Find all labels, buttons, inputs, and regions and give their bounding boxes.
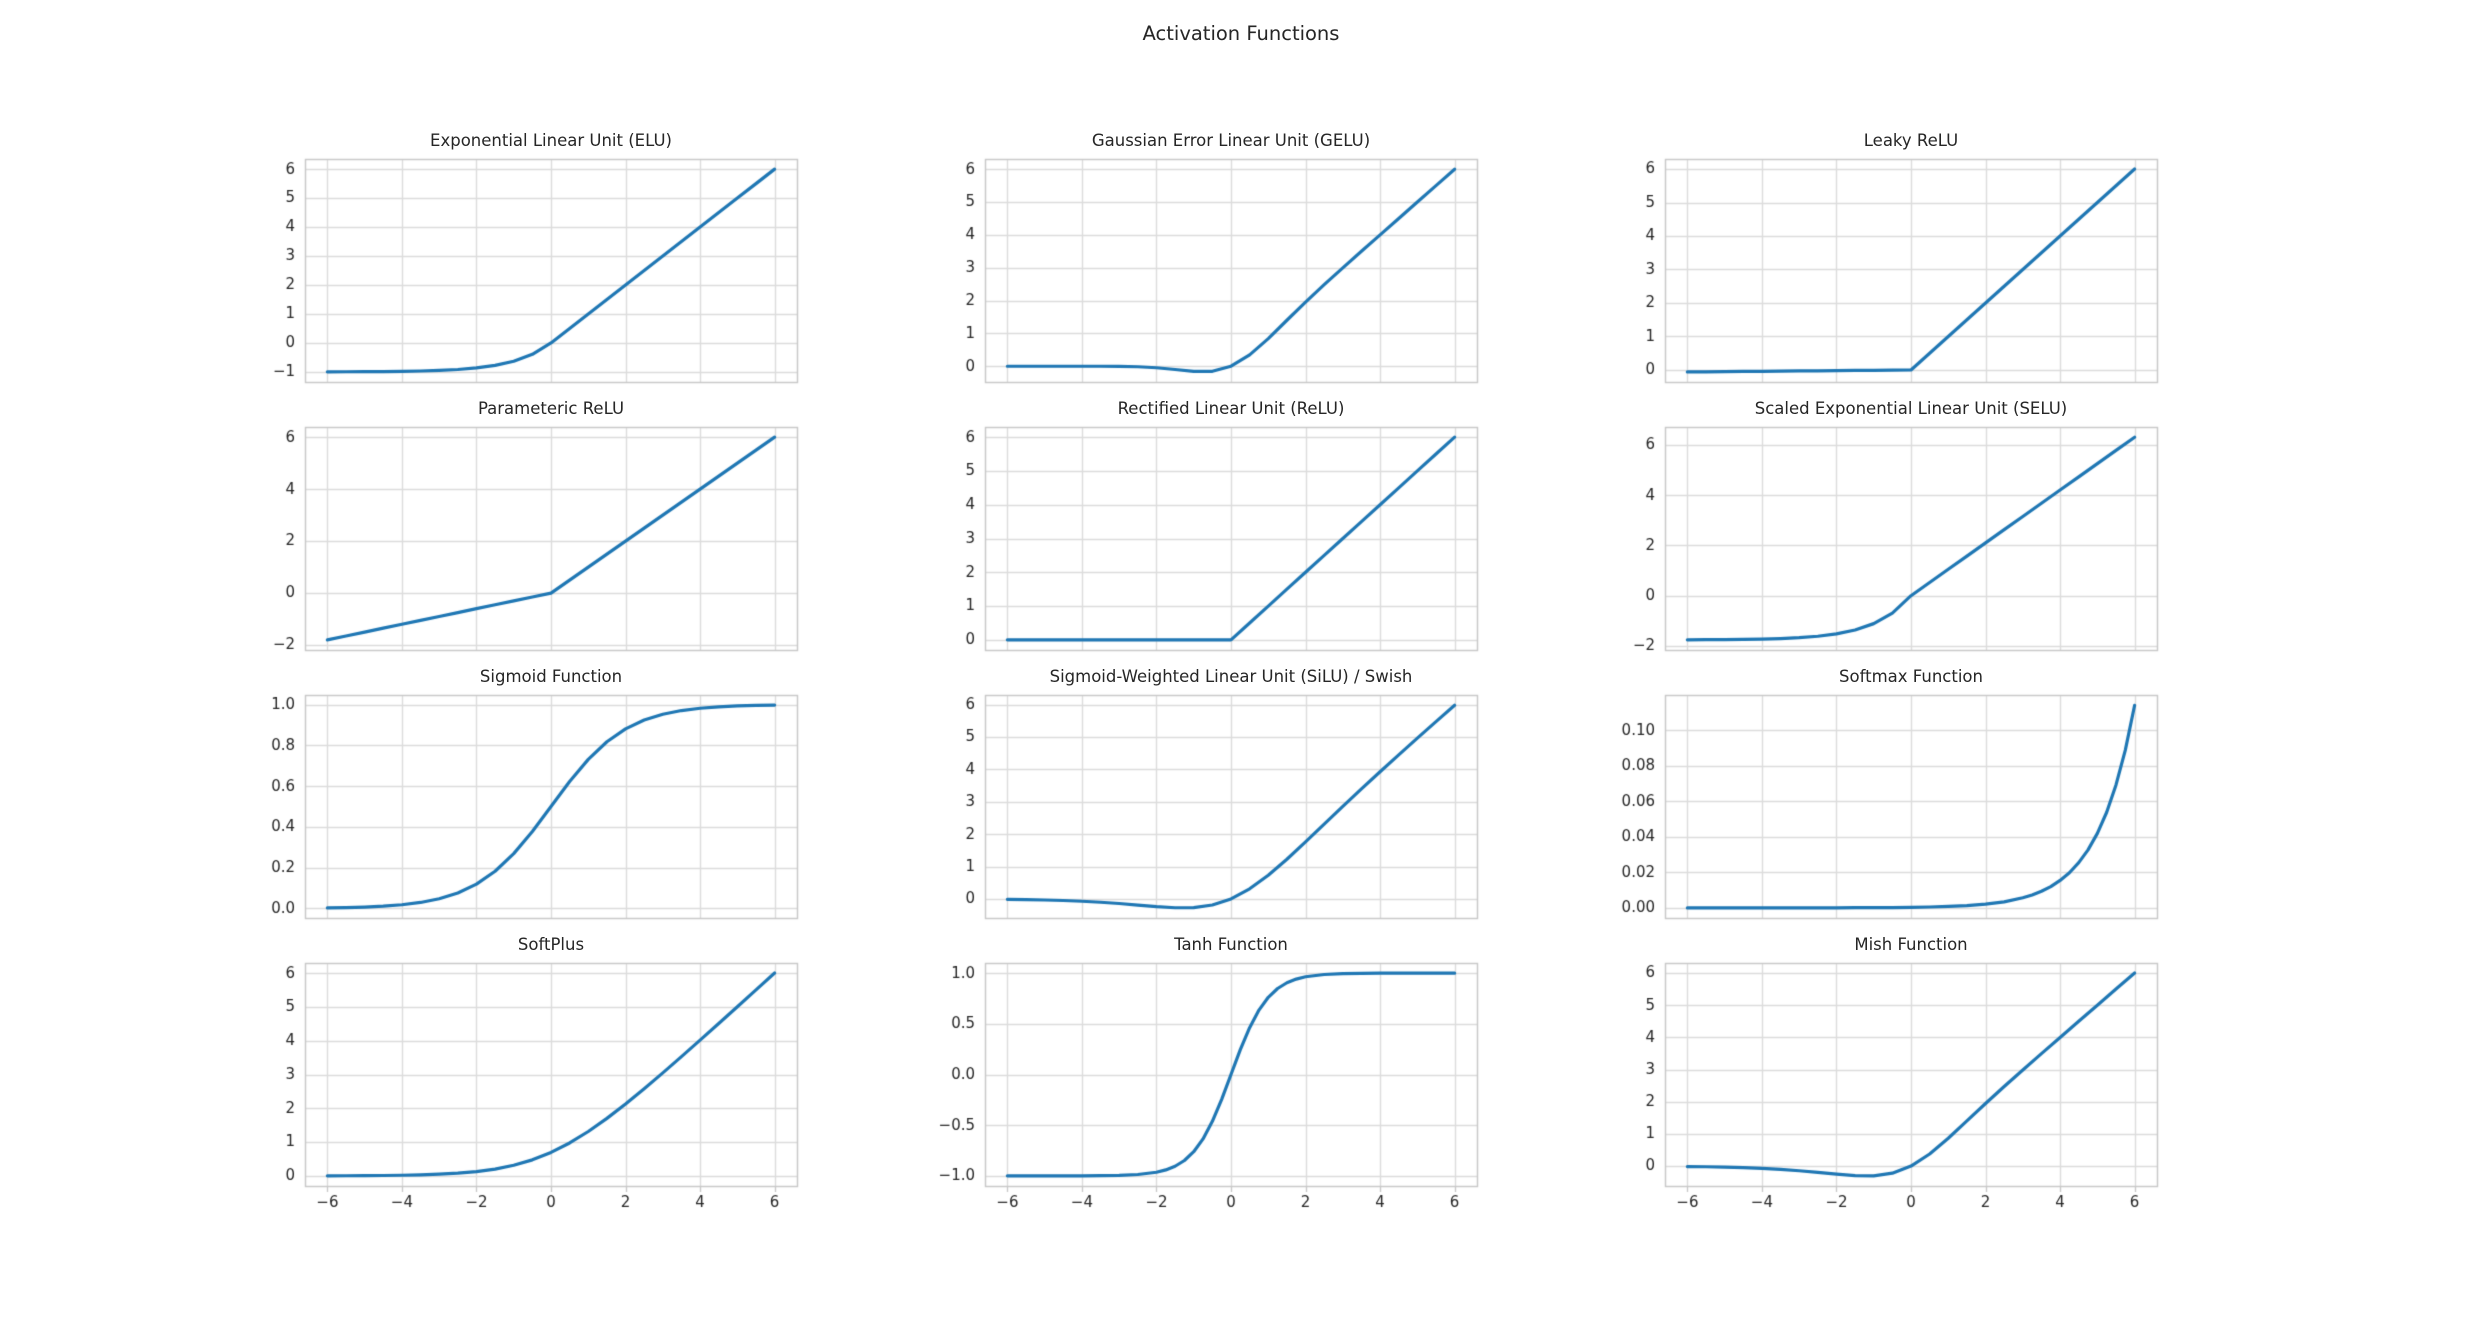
subplot-title-elu: Exponential Linear Unit (ELU) — [430, 131, 672, 150]
subplot-title-selu: Scaled Exponential Linear Unit (SELU) — [1754, 399, 2068, 418]
tanh-plot-canvas — [915, 931, 1502, 1216]
gelu-plot-canvas — [915, 127, 1502, 412]
subplot-softplus: SoftPlus — [235, 931, 822, 1216]
softplus-plot-canvas — [235, 931, 822, 1216]
subplot-title-sigmoid: Sigmoid Function — [479, 667, 623, 686]
prelu-plot-canvas — [235, 395, 822, 680]
subplot-prelu: Parameteric ReLU — [235, 395, 822, 680]
relu-plot-canvas — [915, 395, 1502, 680]
subplot-title-mish: Mish Function — [1854, 935, 1968, 954]
subplot-title-leaky-relu: Leaky ReLU — [1863, 131, 1959, 150]
leaky-relu-plot-canvas — [1595, 127, 2182, 412]
elu-plot-canvas — [235, 127, 822, 412]
subplot-title-relu: Rectified Linear Unit (ReLU) — [1117, 399, 1345, 418]
subplot-relu: Rectified Linear Unit (ReLU) — [915, 395, 1502, 680]
mish-plot-canvas — [1595, 931, 2182, 1216]
subplot-title-prelu: Parameteric ReLU — [477, 399, 625, 418]
figure-title: Activation Functions — [1142, 22, 1340, 45]
softmax-plot-canvas — [1595, 663, 2182, 948]
subplot-gelu: Gaussian Error Linear Unit (GELU) — [915, 127, 1502, 412]
subplot-title-softmax: Softmax Function — [1839, 667, 1983, 686]
subplot-title-tanh: Tanh Function — [1174, 935, 1288, 954]
selu-plot-canvas — [1595, 395, 2182, 680]
subplot-title-gelu: Gaussian Error Linear Unit (GELU) — [1091, 131, 1371, 150]
subplot-silu: Sigmoid-Weighted Linear Unit (SiLU) / Sw… — [915, 663, 1502, 948]
subplot-title-silu: Sigmoid-Weighted Linear Unit (SiLU) / Sw… — [1049, 667, 1413, 686]
subplot-title-softplus: SoftPlus — [517, 935, 585, 954]
subplot-elu: Exponential Linear Unit (ELU) — [235, 127, 822, 412]
subplot-sigmoid: Sigmoid Function — [235, 663, 822, 948]
subplot-leaky-relu: Leaky ReLU — [1595, 127, 2182, 412]
sigmoid-plot-canvas — [235, 663, 822, 948]
silu-plot-canvas — [915, 663, 1502, 948]
subplot-mish: Mish Function — [1595, 931, 2182, 1216]
subplot-tanh: Tanh Function — [915, 931, 1502, 1216]
subplot-selu: Scaled Exponential Linear Unit (SELU) — [1595, 395, 2182, 680]
subplot-softmax: Softmax Function — [1595, 663, 2182, 948]
